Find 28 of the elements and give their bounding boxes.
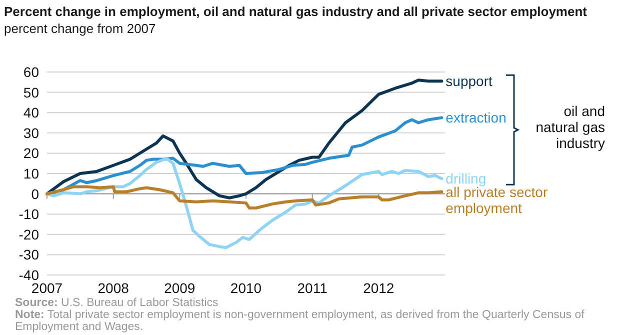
y-tick-label: 60 (23, 64, 40, 80)
y-axis-title: percent change from 2007 (4, 21, 156, 36)
y-tick-label: 30 (23, 124, 40, 141)
source-note: Source: U.S. Bureau of Labor Statistics (15, 297, 219, 309)
y-tick-label: 10 (23, 166, 40, 182)
y-tick-label: -30 (18, 246, 40, 263)
chart-title: Percent change in employment, oil and natural gas industry and all private sector employment (4, 4, 588, 19)
series-label: support (446, 73, 492, 90)
x-tick-label: 2012 (363, 280, 394, 296)
series-label: drilling (446, 170, 486, 187)
x-tick-label: 2008 (98, 280, 130, 296)
line-series (46, 185, 444, 210)
y-tick-label: -40 (18, 267, 40, 283)
y-tick-label: 50 (23, 84, 40, 100)
y-tick-label: 20 (23, 145, 40, 162)
x-tick-label: 2011 (297, 280, 328, 296)
y-tick-label: -10 (18, 206, 40, 222)
y-tick-label: 40 (23, 104, 40, 121)
line-series (46, 78, 444, 200)
series-label: extraction (446, 110, 506, 126)
x-tick-label: 2010 (230, 280, 262, 296)
text: Note: Total private sector employment is non-government employment, as derived from the Quarterly Census of Employment and Wages. (15, 309, 586, 333)
x-tick-label: 2007 (31, 280, 63, 296)
x-tick-label: 2009 (164, 280, 196, 296)
y-tick-label: 0 (31, 186, 40, 202)
text: oil and natural gas industry (536, 102, 605, 151)
line-series (46, 156, 444, 250)
y-tick-label: -20 (18, 226, 40, 242)
